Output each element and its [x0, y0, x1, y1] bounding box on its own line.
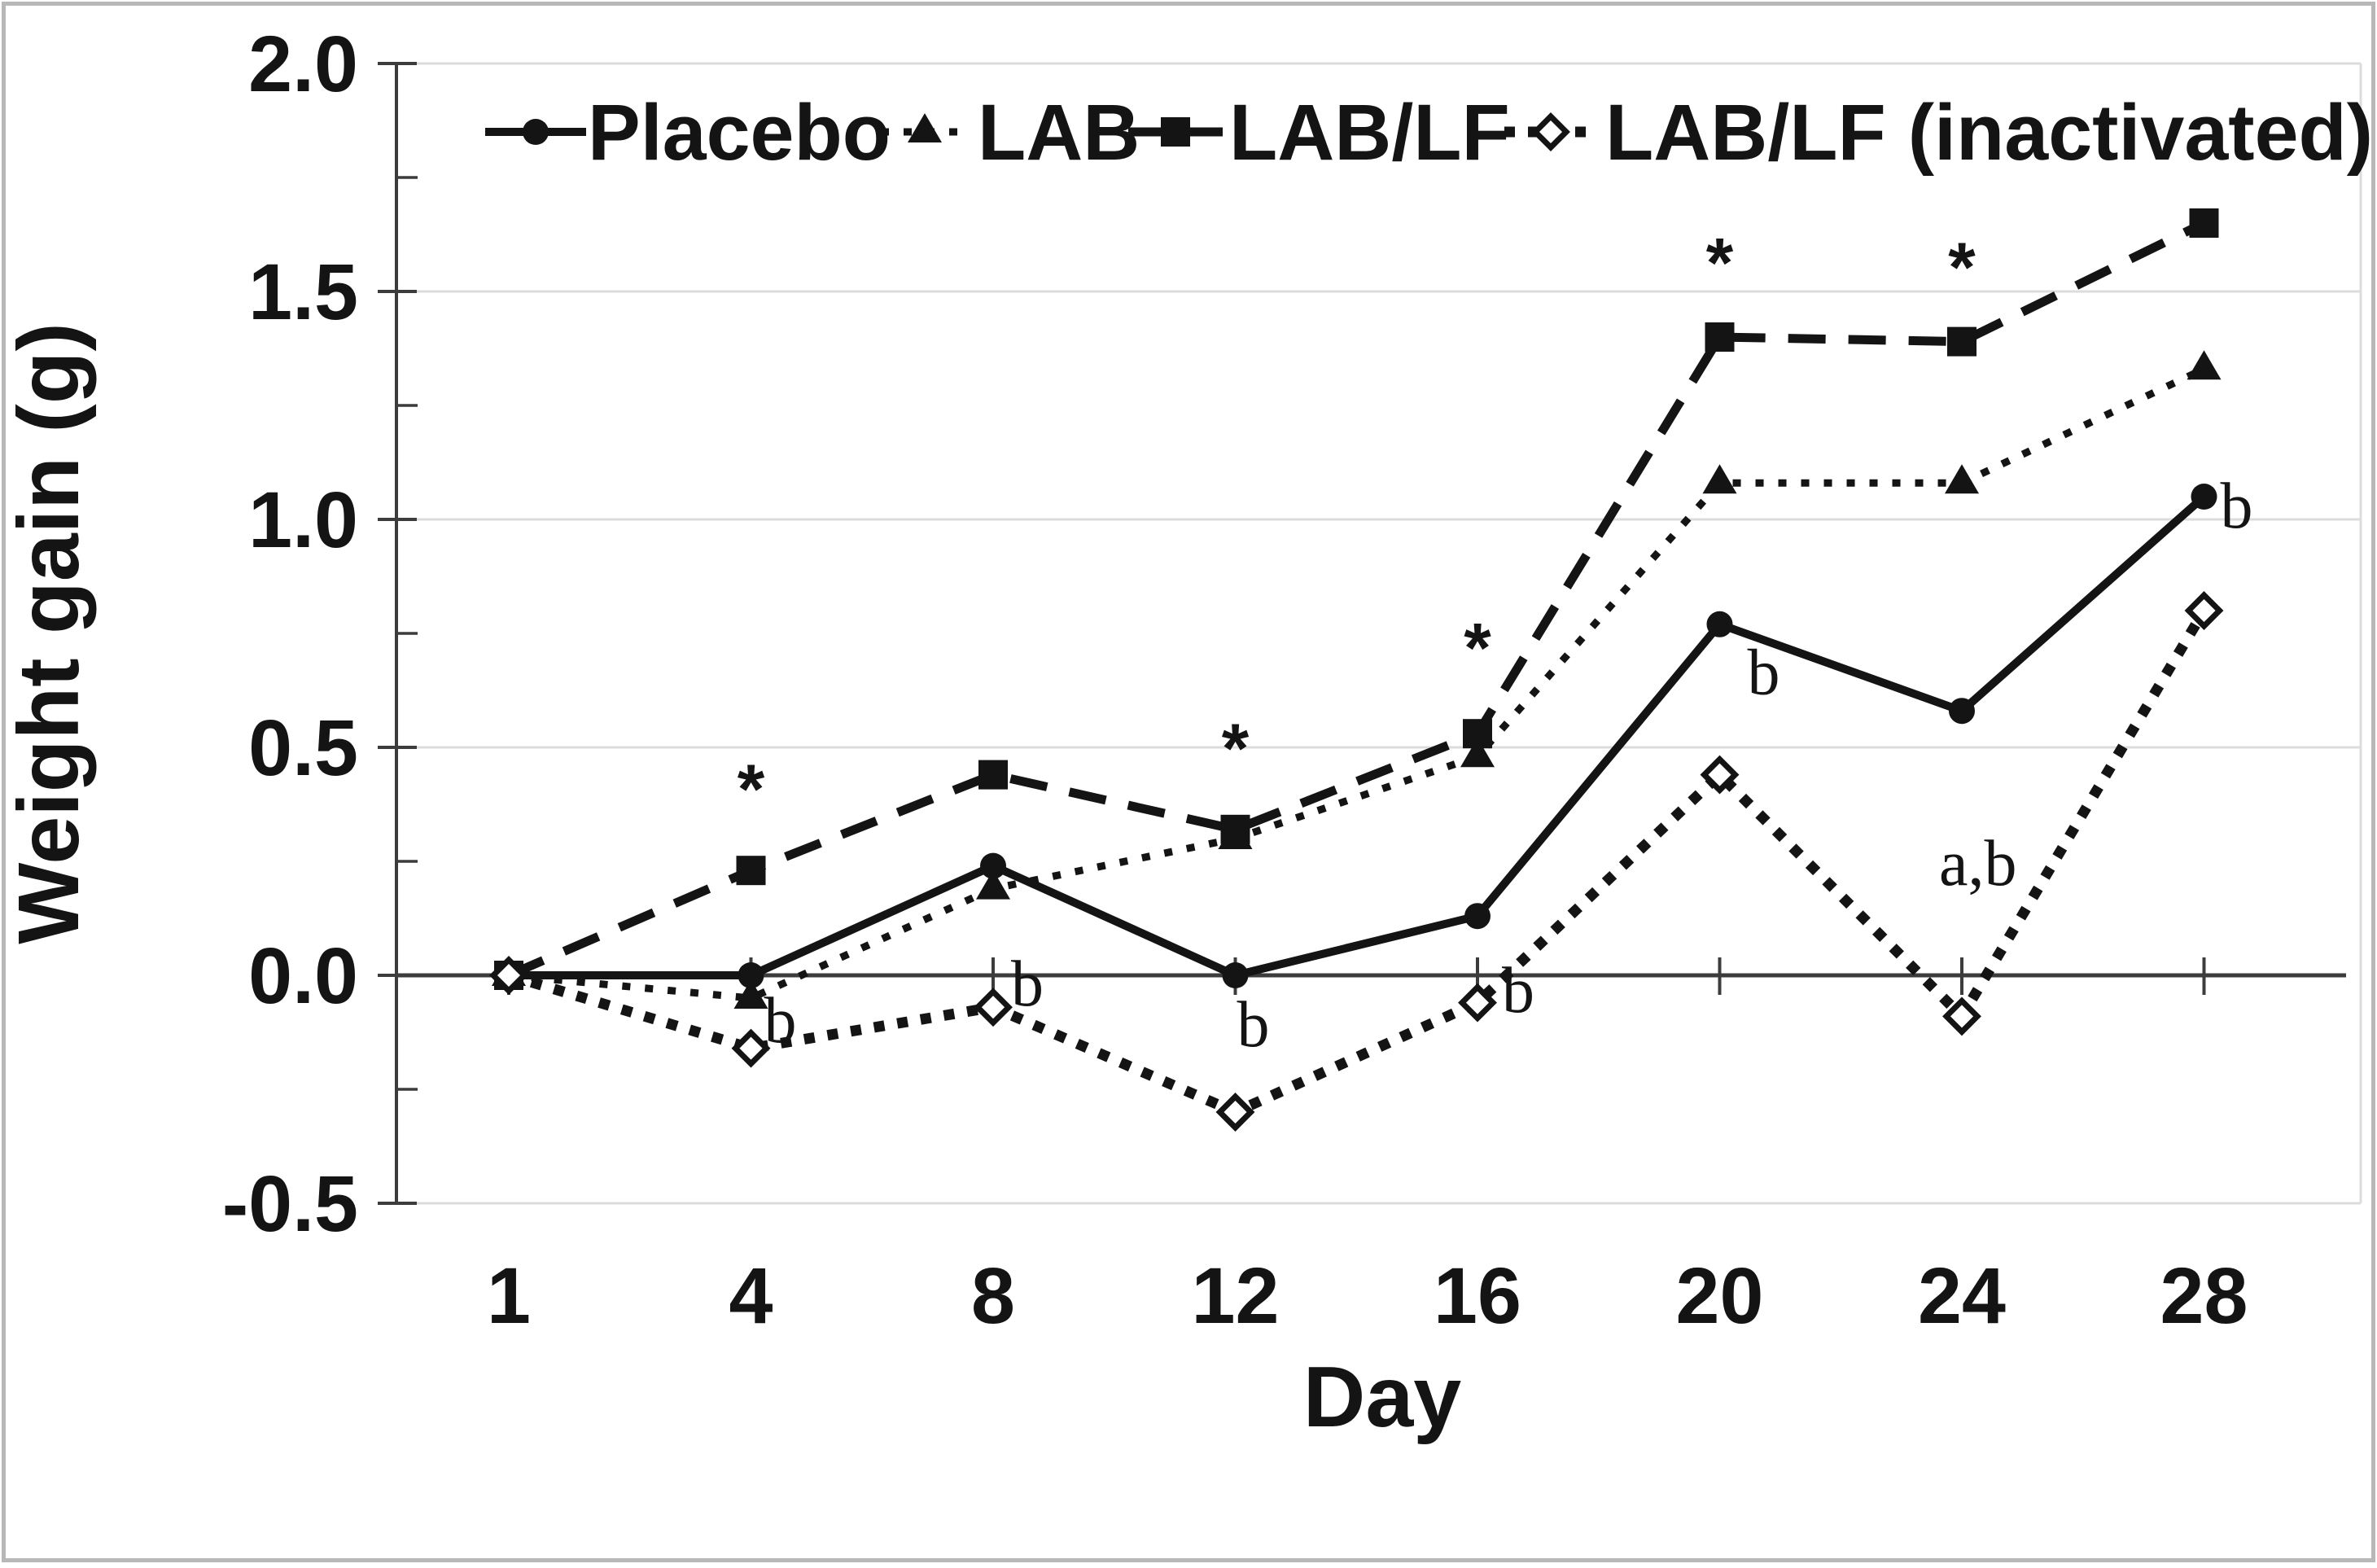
legend-item-placebo: Placebo — [485, 88, 891, 177]
series-line-lab-lf-inactivated — [507, 607, 2209, 1119]
marker-lab — [2187, 350, 2222, 380]
series-layer — [489, 208, 2224, 1132]
x-tick-label: 16 — [1434, 1251, 1521, 1340]
marker-lab-lf — [1463, 719, 1492, 749]
significance-star: * — [738, 751, 765, 829]
marker-lab-lf-inactivated — [1942, 996, 1981, 1036]
legend-marker-lab — [908, 113, 942, 142]
marker-lab — [976, 869, 1010, 900]
marker-lab — [1702, 464, 1737, 494]
marker-lab-lf — [1220, 814, 1250, 844]
legend-marker-lab-lf-inactivated — [1531, 112, 1570, 151]
grid-layer — [396, 62, 2362, 1205]
significance-star: * — [1464, 610, 1491, 688]
marker-lab — [1460, 738, 1495, 768]
marker-lab-lf-inactivated — [1215, 1093, 1255, 1132]
legend-label-lab-lf-inactivated: LAB/LF (inactivated) — [1605, 88, 2373, 177]
marker-placebo — [1464, 903, 1491, 930]
letter-annotation: b — [1748, 637, 1780, 708]
x-tick-label: 1 — [487, 1251, 531, 1340]
annotation-layer: * * * * * b b b b b a,b b — [738, 224, 2253, 1060]
marker-placebo — [1949, 698, 1975, 725]
legend-label-lab: LAB — [978, 88, 1140, 177]
series-line-lab — [508, 366, 2206, 1002]
y-tick-label: 0.5 — [248, 703, 358, 792]
x-axis-title: Day — [1303, 1349, 1462, 1445]
x-tick-label: 12 — [1192, 1251, 1280, 1340]
legend-layer: Placebo LAB LAB/LF LAB/LF (inactivated) — [485, 88, 2373, 177]
legend-label-lab-lf: LAB/LF — [1229, 88, 1510, 177]
marker-lab-lf-inactivated — [974, 988, 1013, 1027]
y-tick-label: 1.5 — [248, 247, 358, 336]
marker-lab-lf-inactivated — [489, 956, 528, 995]
y-axis-title: Weight gain (g) — [1, 322, 97, 944]
marker-placebo — [980, 852, 1006, 879]
legend-item-lab-lf-inactivated: LAB/LF (inactivated) — [1504, 88, 2373, 177]
x-tick-label: 4 — [729, 1251, 773, 1340]
marker-lab-lf-inactivated — [1458, 983, 1497, 1023]
x-tick-label: 20 — [1676, 1251, 1764, 1340]
marker-placebo — [2191, 484, 2217, 510]
marker-lab-lf-inactivated — [1700, 755, 1740, 795]
letter-annotation: b — [2221, 471, 2253, 542]
series-line-placebo — [509, 493, 2207, 980]
marker-lab-lf — [736, 856, 766, 886]
legend-label-placebo: Placebo — [588, 88, 891, 177]
marker-lab-lf-inactivated — [2184, 591, 2224, 630]
marker-lab-lf — [2189, 208, 2219, 238]
marker-lab — [733, 979, 768, 1009]
letter-annotation: a,b — [1939, 828, 2017, 900]
legend-marker-placebo — [523, 119, 549, 145]
x-tick-label: 24 — [1918, 1251, 2006, 1340]
marker-lab-lf-inactivated — [731, 1028, 771, 1068]
x-tick-label: 28 — [2160, 1251, 2248, 1340]
marker-lab-lf — [978, 760, 1008, 790]
y-tick-label: 0.0 — [248, 931, 358, 1020]
marker-lab — [1945, 464, 1979, 494]
y-tick-label: 2.0 — [248, 20, 358, 108]
marker-placebo — [738, 962, 764, 988]
x-tick-label: 8 — [971, 1251, 1015, 1340]
legend-item-lab: LAB — [881, 88, 1140, 177]
significance-star: * — [1706, 224, 1734, 302]
letter-annotation: b — [764, 985, 797, 1057]
marker-placebo — [1222, 962, 1249, 988]
letter-annotation: b — [1237, 989, 1270, 1061]
y-tick-label: -0.5 — [222, 1159, 358, 1248]
series-line-lab-lf — [506, 219, 2206, 980]
marker-placebo — [1706, 611, 1733, 637]
legend-marker-lab-lf — [1161, 117, 1190, 147]
letter-annotation: b — [1502, 955, 1534, 1027]
legend-item-lab-lf: LAB/LF — [1128, 88, 1510, 177]
y-tick-label: 1.0 — [248, 475, 358, 564]
significance-star: * — [1948, 229, 1976, 307]
marker-lab-lf — [1705, 322, 1735, 352]
letter-annotation: b — [1011, 948, 1044, 1020]
significance-star: * — [1222, 710, 1250, 788]
marker-lab-lf — [1947, 326, 1976, 357]
axis-layer: -0.5 0.0 0.5 1.0 1.5 2.0 1 4 8 12 16 20 24 28 — [222, 20, 2346, 1340]
